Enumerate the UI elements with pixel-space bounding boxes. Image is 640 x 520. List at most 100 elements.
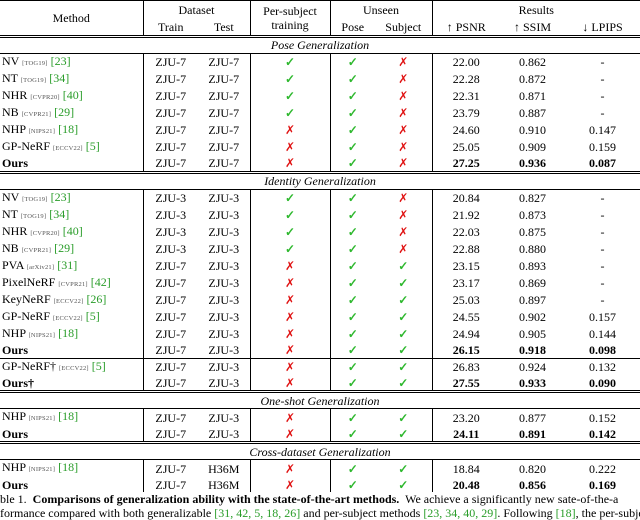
venue: [CVPR21] [21, 110, 52, 118]
venue: [NIPS21] [28, 331, 56, 339]
lpips-cell: 0.147 [589, 123, 617, 138]
lpips-cell: - [600, 191, 605, 206]
caption-text: formance compared with both generalizabl… [0, 507, 215, 520]
pose-cell: ✓ [347, 208, 358, 223]
method-cell: NHP [NIPS21] [18] [0, 325, 144, 343]
method-name: Ours† [2, 376, 35, 390]
test-cell: ZJU-3 [198, 375, 251, 392]
train-cell: ZJU-3 [155, 208, 187, 223]
method-cell: NHP [NIPS21] [18] [0, 121, 144, 139]
subject-cell: ✓ [375, 342, 433, 359]
venue: [TOG19] [20, 76, 47, 84]
train-cell: ZJU-3 [155, 191, 187, 206]
train-cell: ZJU-3 [155, 225, 187, 240]
caption-citation: [31, 42, 5, 18, 26] [214, 507, 301, 520]
train-cell: ZJU-7 [155, 343, 187, 358]
ssim-cell: 0.918 [519, 343, 547, 358]
header-cell: Test [198, 18, 251, 37]
pose-cell: ✓ [347, 410, 358, 425]
lpips-cell: 0.098 [589, 343, 617, 358]
method-name: NT [2, 70, 18, 85]
caption: ble 1. Comparisons of generalization abi… [0, 493, 640, 520]
psnr-cell: 23.17 [452, 276, 480, 291]
pose-cell: ✓ [347, 140, 358, 155]
psnr-cell: 22.88 [452, 242, 480, 257]
data-row: NT [TOG19] [34] ZJU-7 ZJU-7 ✓ ✓ ✗ 22.28 0.872- [0, 70, 640, 88]
pose-cell: ✓ [347, 225, 358, 240]
per-subject-cell: ✓ [250, 223, 331, 241]
data-row: Ours ZJU-7 ZJU-7 ✗ ✓ ✗ 27.25 0.936 0.087 [0, 155, 640, 173]
psnr-cell: 26.15 [452, 343, 480, 358]
ssim-cell: 0.905 [519, 327, 547, 342]
method-cell: GP-NeRF† [ECCV22] [5] [0, 357, 144, 376]
subject-cell: ✗ [375, 223, 433, 241]
subject-cell: ✗ [375, 104, 433, 122]
method-name: NHR [2, 223, 28, 238]
method-name: NHP [2, 121, 26, 136]
method-name: GP-NeRF [2, 308, 51, 323]
psnr-cell: 22.28 [452, 72, 480, 87]
venue: [NIPS21] [28, 127, 56, 135]
data-row: NV [TOG19] [23] ZJU-7 ZJU-7 ✓ ✓ ✗ 22.00 0.862- [0, 53, 640, 71]
subject-cell: ✓ [375, 325, 433, 343]
train-cell: ZJU-7 [155, 72, 187, 87]
lpips-cell: 0.087 [589, 156, 617, 171]
header-cell: Per-subject training [250, 0, 331, 37]
method-name: GP-NeRF† [2, 358, 57, 373]
venue: [ECCV22] [53, 314, 83, 322]
psnr-cell: 22.00 [452, 55, 480, 70]
method-cell: Ours† [0, 375, 144, 392]
test-cell: ZJU-3 [198, 408, 251, 427]
test-cell: ZJU-3 [198, 291, 251, 309]
ssim-cell: 0.924 [500, 357, 566, 376]
train-cell: ZJU-7 [155, 477, 187, 492]
per-subject-cell: ✓ [250, 189, 331, 207]
train-cell: ZJU-7 [155, 140, 187, 155]
pose-cell: ✓ [347, 55, 358, 70]
caption-text: Comparisons of generalization ability wi… [32, 493, 400, 507]
pose-cell: ✓ [347, 242, 358, 257]
test-cell: ZJU-3 [198, 274, 251, 292]
citation: [18] [58, 325, 79, 340]
method-name: NV [2, 189, 20, 204]
train-cell: ZJU-7 [155, 327, 187, 342]
lpips-cell: 0.169 [589, 477, 617, 492]
lpips-cell: - [600, 72, 605, 87]
train-cell: ZJU-7 [155, 310, 187, 325]
venue: [arXiv21] [26, 263, 55, 271]
train-cell: ZJU-7 [155, 410, 187, 425]
test-cell: H36M [198, 477, 251, 493]
subject-cell: ✗ [375, 189, 433, 207]
citation: [29] [54, 104, 75, 119]
per-subject-cell: ✗ [250, 257, 331, 275]
test-cell: ZJU-3 [198, 308, 251, 326]
data-row: PixelNeRF [CVPR21] [42] ZJU-7 ZJU-3 ✗ ✓ ✓ 23.1… [0, 274, 640, 292]
method-name: Ours [2, 343, 29, 358]
test-cell: ZJU-7 [198, 53, 251, 71]
lpips-cell: - [600, 259, 605, 274]
pose-cell: ✓ [347, 376, 358, 390]
ssim-cell: 0.880 [519, 242, 547, 257]
section-title: Cross-dataset Generalization [0, 441, 640, 461]
lpips-cell: 0.159 [589, 140, 617, 155]
method-name: NHP [2, 460, 26, 475]
ssim-cell: 0.891 [519, 426, 547, 441]
citation: [40] [62, 87, 83, 102]
venue: [ECCV22] [53, 144, 83, 152]
header-cell: Unseen [330, 0, 433, 18]
method-name: Ours [2, 156, 29, 171]
subject-cell: ✓ [375, 408, 433, 427]
data-row: NHP [NIPS21] [18] ZJU-7 ZJU-7 ✗ ✓ ✗ 24.60 0.910… [0, 121, 640, 139]
data-row: Ours ZJU-7 ZJU-3 ✗ ✓ ✓ 26.15 0.918 0.098 [0, 342, 640, 359]
subject-cell: ✗ [375, 53, 433, 71]
citation: [40] [62, 223, 83, 238]
header-cell: ↑ SSIM [500, 18, 566, 37]
psnr-cell: 21.92 [452, 208, 480, 223]
psnr-cell: 23.79 [452, 106, 480, 121]
pose-cell: ✓ [347, 343, 358, 358]
citation: [5] [85, 308, 100, 323]
citation: [26] [86, 291, 107, 306]
venue: [NIPS21] [28, 466, 56, 474]
psnr-cell: 18.84 [452, 461, 480, 476]
test-cell: ZJU-3 [198, 325, 251, 343]
